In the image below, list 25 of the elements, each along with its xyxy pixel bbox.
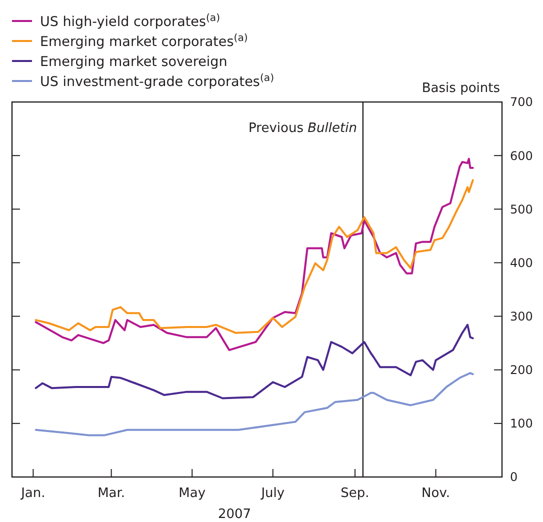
legend-label: US high-yield corporates$^{(a)}$ — [40, 12, 220, 30]
legend-label: US investment-grade corporates$^{(a)}$ — [40, 72, 274, 90]
line-series — [34, 158, 474, 352]
y-tick-label: 200 — [510, 363, 533, 378]
y-tick-label: 0 — [510, 470, 518, 484]
x-tick-label: Nov. — [422, 486, 450, 501]
line-series — [34, 179, 474, 334]
y-tick-label: 500 — [510, 202, 533, 216]
legend-label: Emerging market sovereign — [40, 54, 228, 70]
x-tick-label: Mar. — [98, 486, 126, 501]
x-tick-label: July — [260, 486, 285, 501]
line-series — [34, 372, 474, 436]
y-tick-label: 300 — [510, 309, 533, 324]
y-tick-label: 100 — [510, 416, 533, 431]
line-series — [34, 324, 474, 400]
y-axis-title: Basis points — [422, 81, 500, 96]
x-axis-title: 2007 — [218, 507, 252, 522]
y-tick-label: 400 — [510, 256, 533, 270]
x-tick-label: Sep. — [340, 486, 370, 501]
legend-label: Emerging market corporates$^{(a)}$ — [40, 32, 248, 50]
x-tick-label: May — [178, 486, 206, 501]
x-tick-label: Jan. — [20, 486, 46, 501]
y-tick-label: 700 — [510, 95, 533, 110]
y-tick-label: 600 — [510, 148, 533, 163]
ref-line-label: Previous Bulletin — [248, 121, 357, 136]
